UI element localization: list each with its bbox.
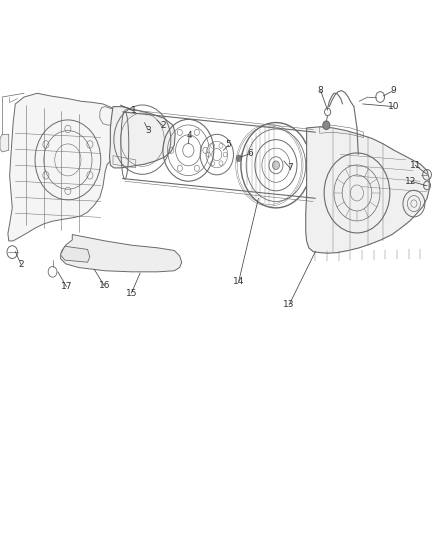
- Text: 2: 2: [160, 122, 166, 130]
- Text: 14: 14: [233, 277, 244, 286]
- Circle shape: [323, 121, 330, 130]
- Text: 5: 5: [226, 141, 232, 149]
- Text: 13: 13: [283, 301, 295, 309]
- Polygon shape: [0, 134, 9, 152]
- Polygon shape: [110, 107, 175, 168]
- Text: 7: 7: [287, 164, 293, 172]
- Polygon shape: [60, 246, 90, 262]
- Text: 17: 17: [61, 282, 72, 291]
- Text: 4: 4: [187, 131, 192, 140]
- Polygon shape: [306, 127, 429, 253]
- Circle shape: [236, 155, 241, 161]
- Text: 2: 2: [18, 260, 24, 269]
- Text: 6: 6: [247, 149, 254, 158]
- Text: 11: 11: [410, 161, 421, 169]
- Text: 8: 8: [318, 86, 324, 95]
- Text: 16: 16: [99, 281, 110, 290]
- Circle shape: [272, 161, 279, 169]
- Text: 12: 12: [405, 177, 417, 185]
- Polygon shape: [8, 93, 125, 241]
- Text: 9: 9: [390, 86, 396, 95]
- Text: 1: 1: [131, 107, 137, 115]
- Text: 15: 15: [126, 289, 137, 297]
- Text: 3: 3: [145, 126, 151, 134]
- Text: 10: 10: [388, 102, 399, 111]
- Polygon shape: [60, 235, 182, 272]
